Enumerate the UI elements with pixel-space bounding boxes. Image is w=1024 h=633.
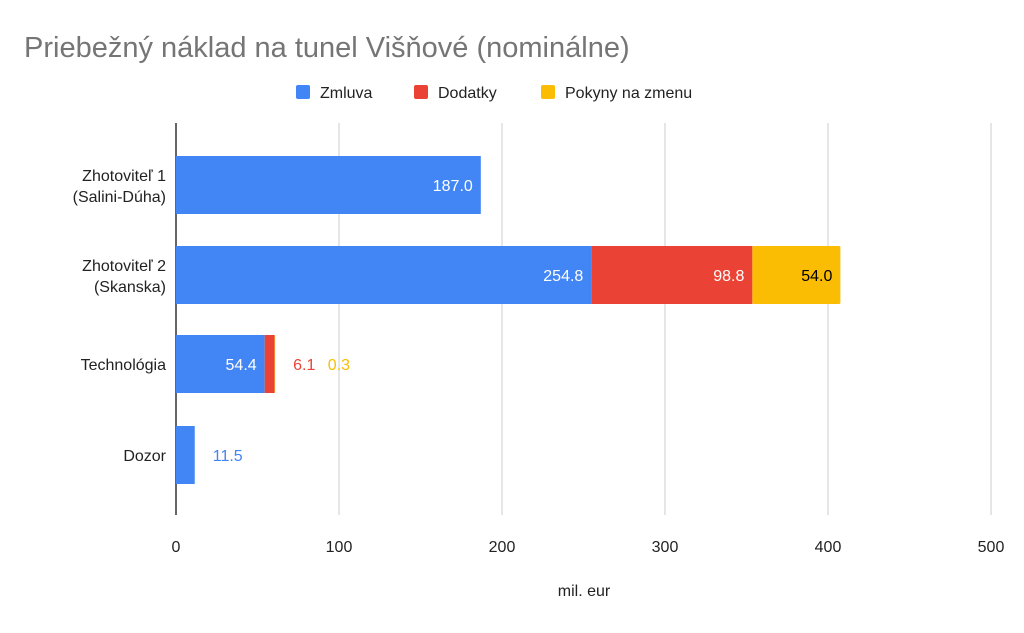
category-label: (Salini-Dúha) bbox=[73, 189, 166, 206]
data-label: 54.0 bbox=[801, 268, 832, 285]
bar-zmluva bbox=[176, 335, 265, 393]
data-label: 11.5 bbox=[213, 448, 243, 465]
bar-zmluva bbox=[176, 156, 481, 214]
category-label: Technológia bbox=[81, 357, 167, 374]
x-tick-label: 300 bbox=[652, 539, 679, 556]
data-label: 0.3 bbox=[328, 357, 350, 374]
chart-title: Priebežný náklad na tunel Višňové (nomin… bbox=[24, 32, 630, 64]
bar-zmluva bbox=[176, 246, 592, 304]
data-label: 6.1 bbox=[293, 357, 315, 374]
bar-pokyny-na-zmenu bbox=[274, 335, 276, 393]
bar-zmluva bbox=[176, 426, 195, 484]
legend-label: Pokyny na zmenu bbox=[565, 85, 692, 102]
category-label: Zhotoviteľ 2 bbox=[82, 258, 166, 275]
legend-swatch-zmluva bbox=[296, 85, 310, 99]
legend-swatch-pokyny-na-zmenu bbox=[541, 85, 555, 99]
category-label: (Skanska) bbox=[94, 279, 166, 296]
legend-swatch-dodatky bbox=[414, 85, 428, 99]
x-tick-label: 200 bbox=[489, 539, 516, 556]
category-label: Dozor bbox=[123, 448, 166, 465]
x-tick-label: 400 bbox=[815, 539, 842, 556]
bar-pokyny-na-zmenu bbox=[752, 246, 841, 304]
x-axis-title: mil. eur bbox=[558, 583, 611, 600]
category-label: Zhotoviteľ 1 bbox=[82, 168, 166, 185]
legend-label: Dodatky bbox=[438, 85, 497, 102]
y-axis-labels: Zhotoviteľ 1 (Salini-Dúha) Zhotoviteľ 2 (Sk… bbox=[73, 168, 167, 465]
legend: Zmluva Dodatky Pokyny na zmenu bbox=[296, 85, 692, 102]
x-tick-label: 500 bbox=[978, 539, 1005, 556]
data-label: 98.8 bbox=[713, 268, 744, 285]
data-label: 187.0 bbox=[433, 178, 473, 195]
data-label: 254.8 bbox=[543, 268, 583, 285]
x-tick-label: 0 bbox=[172, 539, 181, 556]
data-label: 54.4 bbox=[226, 357, 257, 374]
x-axis-ticks: 0 100 200 300 400 500 bbox=[172, 539, 1005, 556]
x-tick-label: 100 bbox=[326, 539, 353, 556]
bars: 187.0 254.8 98.8 54.0 54.4 6.1 0.3 11.5 bbox=[176, 156, 841, 484]
bar-dodatky bbox=[591, 246, 753, 304]
bar-dodatky bbox=[264, 335, 275, 393]
legend-label: Zmluva bbox=[320, 85, 373, 102]
